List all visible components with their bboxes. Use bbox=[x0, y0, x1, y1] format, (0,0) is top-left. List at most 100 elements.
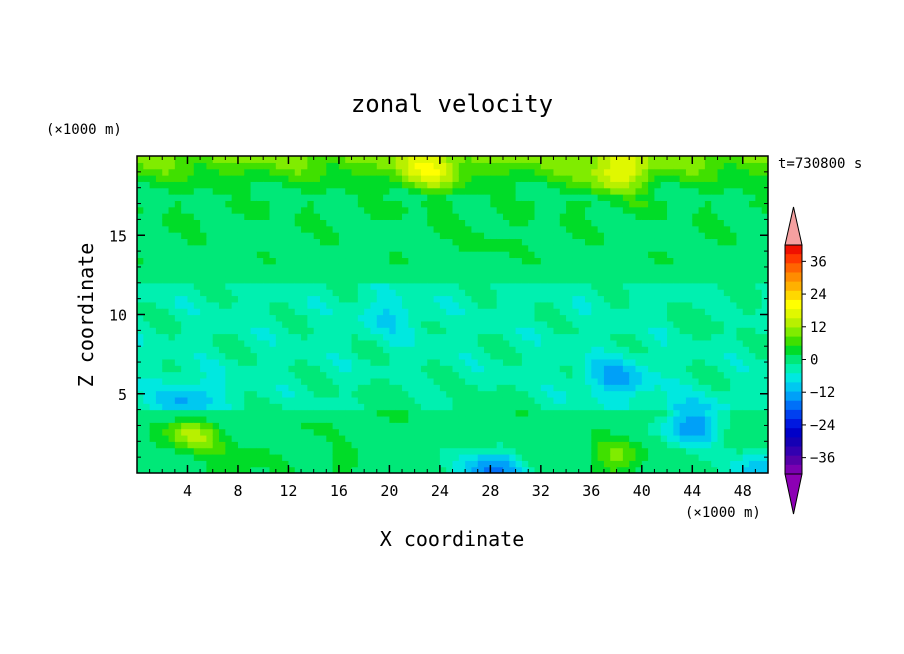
heatmap-cell bbox=[338, 352, 346, 360]
heatmap-cell bbox=[742, 333, 750, 341]
heatmap-cell bbox=[370, 175, 378, 182]
heatmap-cell bbox=[338, 213, 346, 220]
heatmap-cell bbox=[654, 181, 662, 189]
heatmap-cell bbox=[383, 346, 390, 354]
heatmap-cell bbox=[572, 320, 580, 328]
heatmap-cell bbox=[269, 460, 277, 468]
heatmap-cell bbox=[244, 365, 252, 373]
heatmap-cell bbox=[458, 187, 466, 195]
heatmap-cell bbox=[149, 301, 157, 309]
heatmap-cell bbox=[723, 168, 731, 176]
heatmap-cell bbox=[212, 422, 220, 430]
heatmap-cell bbox=[408, 270, 416, 278]
heatmap-cell bbox=[408, 415, 416, 423]
heatmap-cell bbox=[490, 384, 498, 392]
heatmap-cell bbox=[742, 320, 750, 328]
heatmap-cell bbox=[332, 453, 340, 461]
heatmap-cell bbox=[439, 168, 447, 176]
heatmap-cell bbox=[269, 415, 277, 423]
heatmap-cell bbox=[553, 333, 561, 341]
heatmap-cell bbox=[149, 434, 157, 442]
heatmap-cell bbox=[395, 251, 403, 259]
heatmap-cell bbox=[717, 403, 725, 411]
heatmap-cell bbox=[534, 156, 542, 163]
heatmap-cell bbox=[660, 232, 668, 240]
heatmap-cell bbox=[168, 415, 176, 423]
heatmap-cell bbox=[389, 409, 397, 417]
heatmap-cell bbox=[420, 333, 428, 341]
heatmap-cell bbox=[591, 409, 599, 417]
heatmap-cell bbox=[137, 339, 144, 347]
heatmap-cell bbox=[162, 301, 170, 309]
heatmap-cell bbox=[446, 466, 454, 473]
heatmap-cell bbox=[193, 270, 201, 278]
heatmap-cell bbox=[736, 434, 744, 442]
heatmap-cell bbox=[200, 232, 208, 240]
heatmap-cell bbox=[250, 352, 258, 360]
heatmap-cell bbox=[597, 251, 605, 259]
heatmap-cell bbox=[622, 403, 630, 411]
heatmap-cell bbox=[629, 270, 637, 278]
heatmap-cell bbox=[603, 447, 611, 455]
heatmap-cell bbox=[307, 314, 315, 322]
heatmap-cell bbox=[477, 200, 485, 208]
heatmap-cell bbox=[446, 428, 454, 436]
heatmap-cell bbox=[559, 168, 567, 176]
heatmap-cell bbox=[200, 295, 208, 303]
heatmap-cell bbox=[187, 409, 195, 417]
heatmap-cell bbox=[559, 276, 567, 284]
heatmap-cell bbox=[730, 257, 738, 265]
heatmap-cell bbox=[301, 358, 308, 366]
heatmap-cell bbox=[679, 181, 687, 189]
heatmap-cell bbox=[439, 346, 447, 354]
heatmap-cell bbox=[187, 175, 195, 182]
heatmap-cell bbox=[616, 327, 624, 335]
heatmap-cell bbox=[635, 308, 643, 316]
heatmap-cell bbox=[755, 194, 763, 201]
heatmap-cell bbox=[616, 181, 624, 189]
heatmap-cell bbox=[376, 301, 384, 309]
heatmap-cell bbox=[219, 466, 226, 473]
heatmap-cell bbox=[502, 377, 510, 385]
heatmap-cell bbox=[685, 156, 693, 163]
heatmap-cell bbox=[572, 428, 580, 436]
heatmap-cell bbox=[244, 168, 252, 176]
heatmap-cell bbox=[282, 282, 290, 290]
heatmap-cell bbox=[288, 219, 296, 227]
heatmap-cell bbox=[395, 403, 403, 411]
heatmap-cell bbox=[660, 352, 668, 360]
heatmap-cell bbox=[143, 263, 151, 271]
heatmap-cell bbox=[162, 213, 170, 220]
heatmap-cell bbox=[521, 276, 529, 284]
heatmap-cell bbox=[294, 390, 302, 398]
heatmap-cell bbox=[553, 238, 561, 246]
heatmap-cell bbox=[256, 460, 264, 468]
heatmap-cell bbox=[484, 225, 491, 233]
heatmap-cell bbox=[736, 447, 744, 455]
heatmap-cell bbox=[402, 270, 409, 278]
heatmap-cell bbox=[244, 156, 252, 163]
heatmap-cell bbox=[755, 270, 763, 278]
heatmap-cell bbox=[502, 219, 510, 227]
heatmap-cell bbox=[452, 390, 460, 398]
heatmap-cell bbox=[269, 225, 277, 233]
heatmap-cell bbox=[269, 181, 277, 189]
heatmap-cell bbox=[307, 434, 315, 442]
heatmap-cell bbox=[263, 428, 271, 436]
heatmap-cell bbox=[742, 295, 750, 303]
heatmap-cell bbox=[269, 270, 277, 278]
heatmap-cell bbox=[484, 384, 491, 392]
heatmap-cell bbox=[231, 320, 239, 328]
heatmap-cell bbox=[294, 466, 302, 473]
heatmap-cell bbox=[439, 333, 447, 341]
heatmap-cell bbox=[654, 327, 662, 335]
heatmap-cell bbox=[502, 333, 510, 341]
heatmap-cell bbox=[660, 314, 668, 322]
heatmap-cell bbox=[654, 257, 662, 265]
heatmap-cell bbox=[155, 314, 163, 322]
heatmap-cell bbox=[610, 308, 618, 316]
heatmap-cell bbox=[742, 244, 750, 252]
heatmap-cell bbox=[250, 276, 258, 284]
heatmap-cell bbox=[427, 263, 435, 271]
heatmap-cell bbox=[698, 232, 706, 240]
